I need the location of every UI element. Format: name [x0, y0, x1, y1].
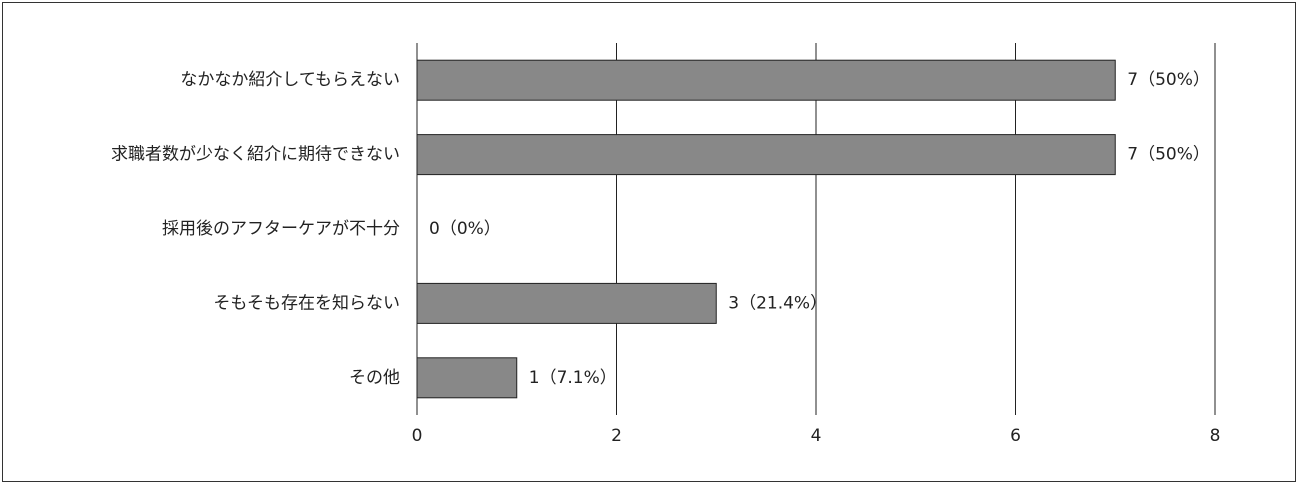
x-tick-label: 4 [811, 426, 822, 446]
x-tick-label: 0 [412, 426, 423, 446]
value-label: 7（50%） [1127, 70, 1210, 90]
value-label: 3（21.4%） [728, 293, 827, 313]
bar [416, 282, 717, 324]
y-tick-label: そもそも存在を知らない [213, 293, 400, 313]
y-tick-label: その他 [349, 368, 400, 388]
bar [416, 134, 1116, 176]
x-tick-label: 6 [1010, 426, 1021, 446]
y-tick-label: なかなか紹介してもらえない [180, 70, 400, 90]
value-label: 7（50%） [1127, 145, 1210, 165]
bar [416, 357, 518, 399]
bar [416, 59, 1116, 101]
y-tick-label: 求職者数が少なく紹介に期待できない [111, 145, 400, 165]
x-tick-label: 8 [1210, 426, 1221, 446]
y-tick-label: 採用後のアフターケアが不十分 [162, 219, 400, 239]
value-label: 1（7.1%） [529, 368, 617, 388]
x-tick-label: 2 [611, 426, 622, 446]
value-label: 0（0%） [429, 219, 501, 239]
